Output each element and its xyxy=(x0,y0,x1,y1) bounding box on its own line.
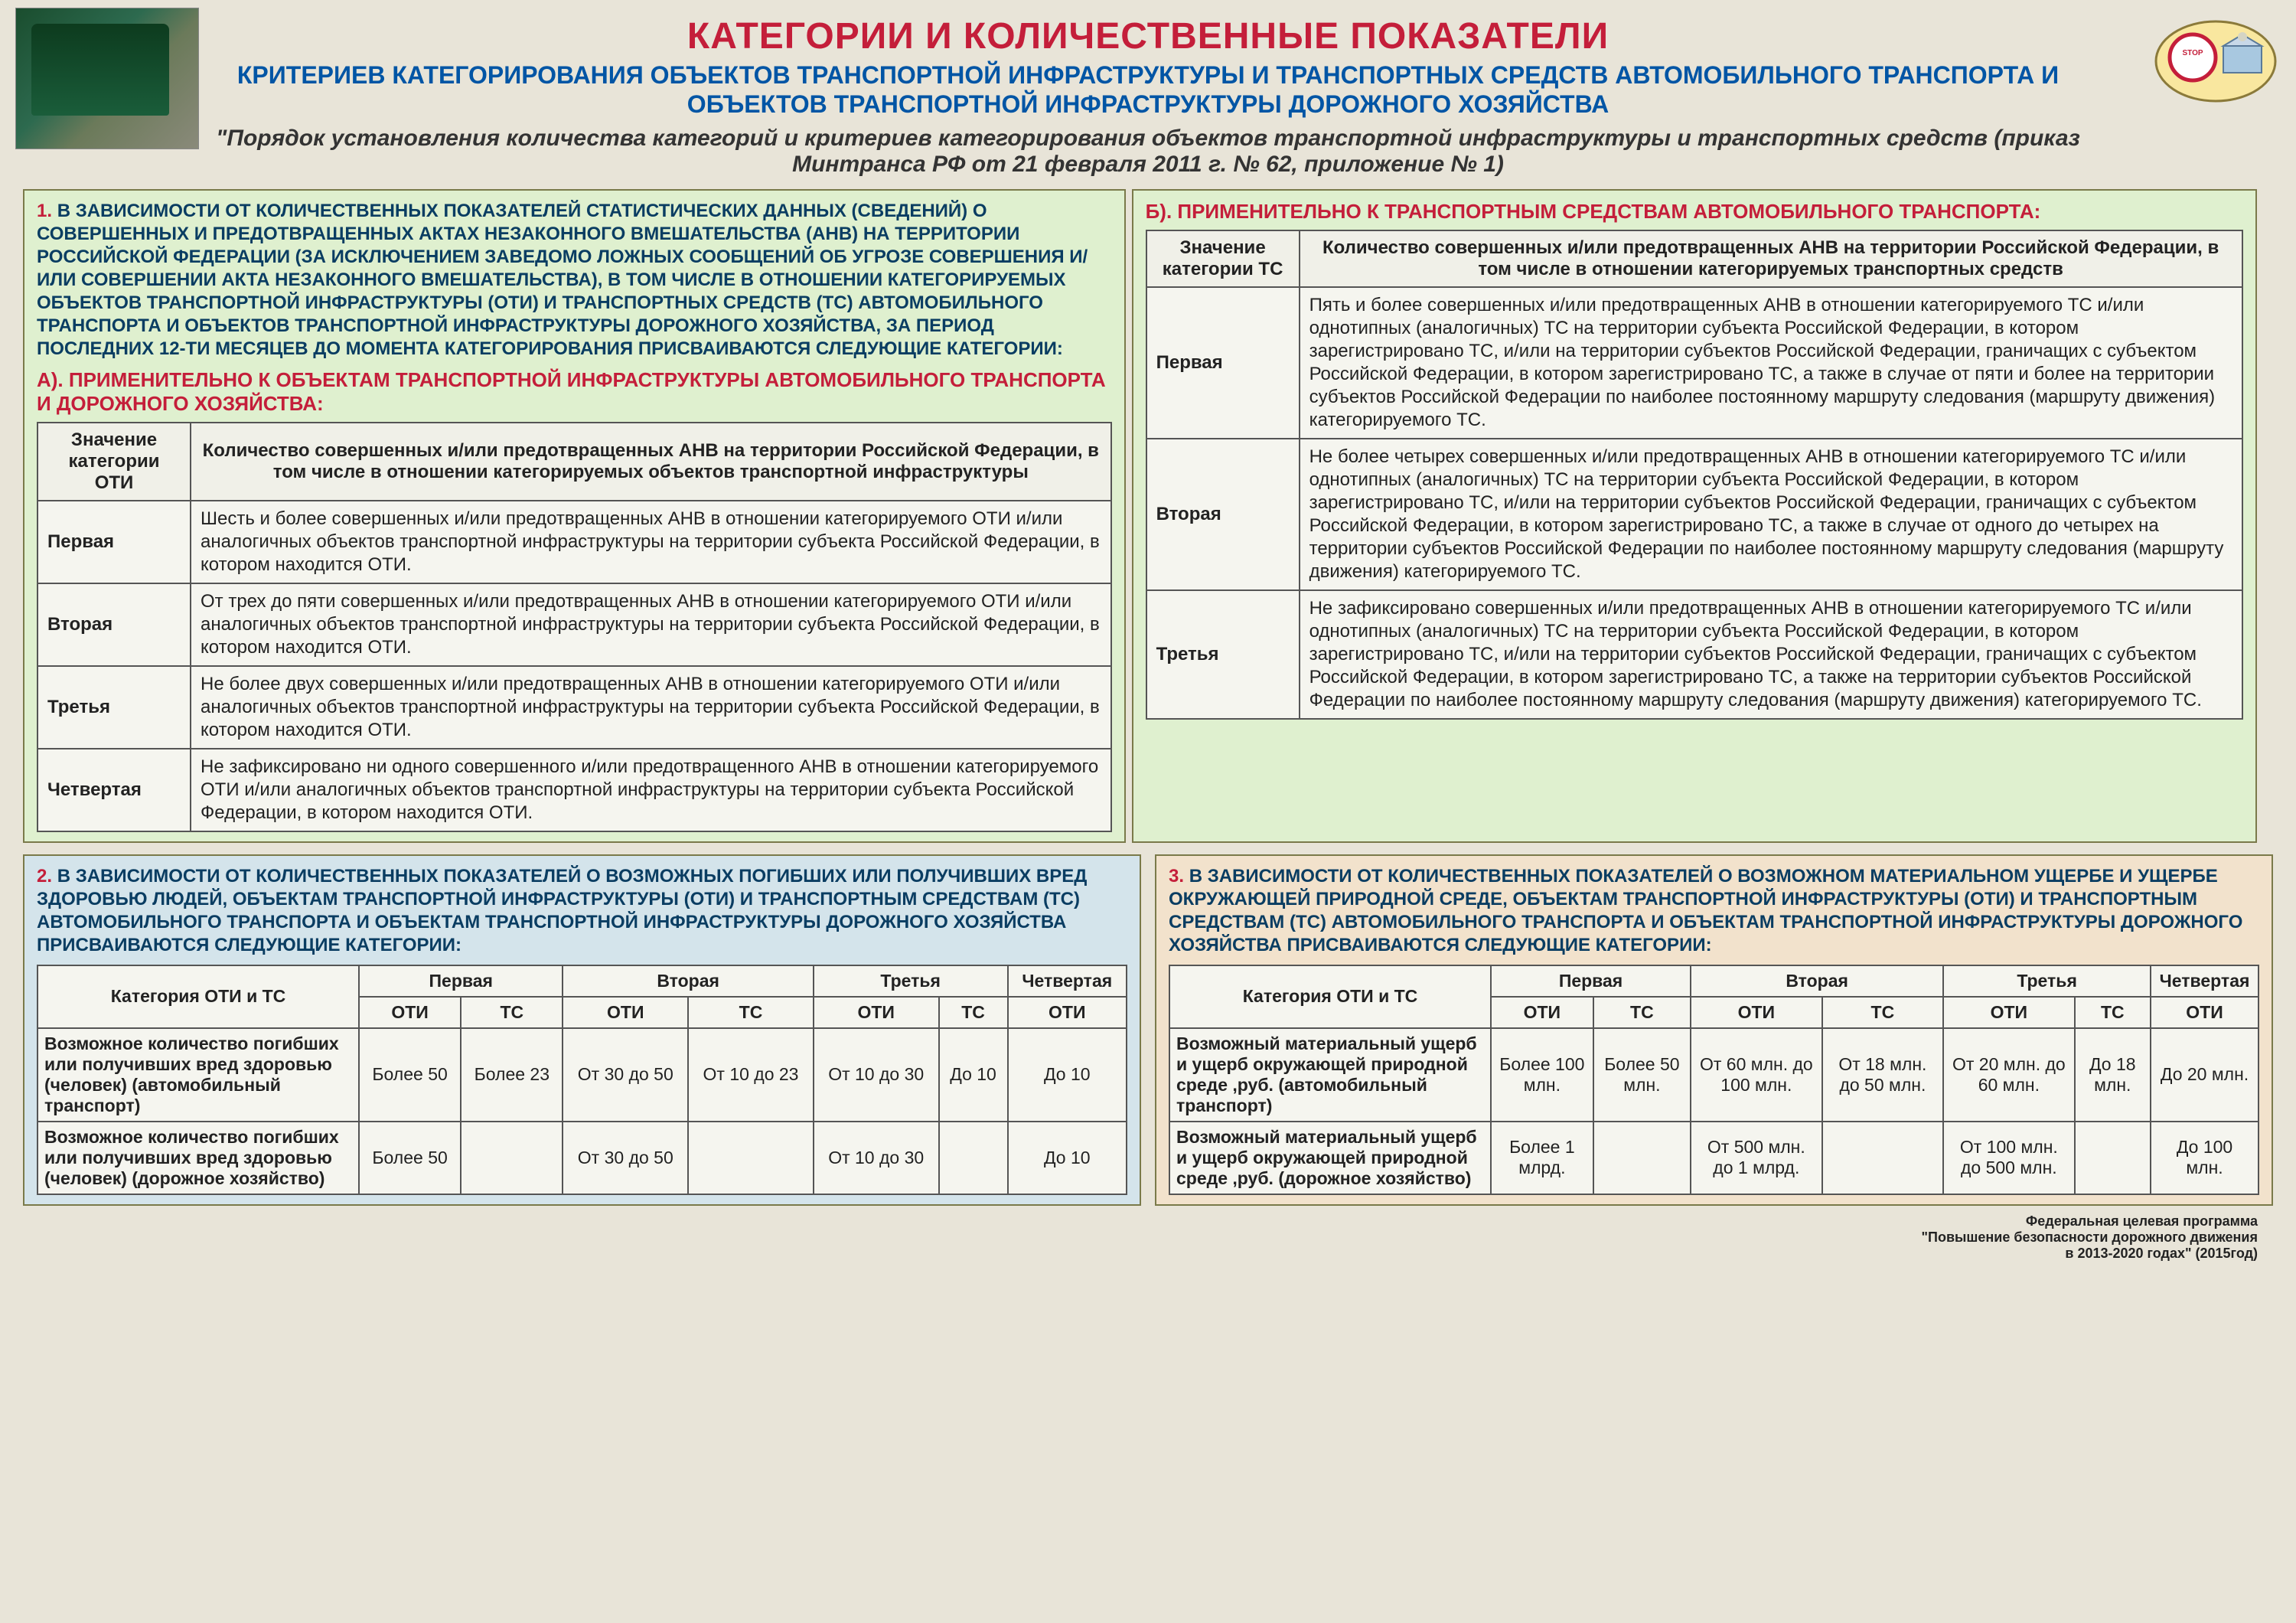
section-2-intro: 2. В ЗАВИСИМОСТИ ОТ КОЛИЧЕСТВЕННЫХ ПОКАЗ… xyxy=(37,865,1127,957)
footer-line3: в 2013-2020 годах" (2015год) xyxy=(23,1246,2258,1262)
table-a-col2: Количество совершенных и/или предотвраще… xyxy=(191,423,1111,501)
part-a-heading: А). ПРИМЕНИТЕЛЬНО К ОБЪЕКТАМ ТРАНСПОРТНО… xyxy=(37,368,1112,416)
table-row: Возможное количество погибших или получи… xyxy=(38,1122,1127,1194)
footer-line2: "Повышение безопасности дорожного движен… xyxy=(23,1229,2258,1246)
section-1b-box: Б). ПРИМЕНИТЕЛЬНО К ТРАНСПОРТНЫМ СРЕДСТВ… xyxy=(1132,189,2257,843)
table-row: ПерваяШесть и более совершенных и/или пр… xyxy=(38,501,1111,583)
subtitle: КРИТЕРИЕВ КАТЕГОРИРОВАНИЯ ОБЪЕКТОВ ТРАНС… xyxy=(207,60,2089,119)
table-b-col2: Количество совершенных и/или предотвраще… xyxy=(1300,230,2242,287)
table-row: ВтораяНе более четырех совершенных и/или… xyxy=(1146,439,2242,590)
section-1-number: 1. xyxy=(37,201,52,221)
footer-line1: Федеральная целевая программа xyxy=(23,1213,2258,1229)
table-row: ПерваяПять и более совершенных и/или пре… xyxy=(1146,287,2242,439)
table-row: ТретьяНе зафиксировано совершенных и/или… xyxy=(1146,590,2242,719)
table-2: Категория ОТИ и ТС Первая Вторая Третья … xyxy=(37,965,1127,1195)
table-b-col1: Значение категории ТС xyxy=(1146,230,1300,287)
section-3-intro: 3. В ЗАВИСИМОСТИ ОТ КОЛИЧЕСТВЕННЫХ ПОКАЗ… xyxy=(1169,865,2259,957)
table-row: Возможное количество погибших или получи… xyxy=(38,1028,1127,1122)
table-row: ВтораяОт трех до пяти совершенных и/или … xyxy=(38,583,1111,666)
section-2-text: В ЗАВИСИМОСТИ ОТ КОЛИЧЕСТВЕННЫХ ПОКАЗАТЕ… xyxy=(37,866,1087,955)
table-row: ТретьяНе более двух совершенных и/или пр… xyxy=(38,666,1111,749)
table-row: Возможный материальный ущерб и ущерб окр… xyxy=(1169,1028,2258,1122)
part-b-heading: Б). ПРИМЕНИТЕЛЬНО К ТРАНСПОРТНЫМ СРЕДСТВ… xyxy=(1146,200,2243,224)
section-3-number: 3. xyxy=(1169,866,1184,887)
table-a: Значение категории ОТИ Количество соверш… xyxy=(37,422,1112,832)
main-title: КАТЕГОРИИ И КОЛИЧЕСТВЕННЫЕ ПОКАЗАТЕЛИ xyxy=(207,15,2089,57)
section-2-box: 2. В ЗАВИСИМОСТИ ОТ КОЛИЧЕСТВЕННЫХ ПОКАЗ… xyxy=(23,854,1141,1206)
section-1: 1. В ЗАВИСИМОСТИ ОТ КОЛИЧЕСТВЕННЫХ ПОКАЗ… xyxy=(23,189,2273,843)
table-3: Категория ОТИ и ТС Первая Вторая Третья … xyxy=(1169,965,2259,1195)
program-logo-icon: STOP xyxy=(2151,15,2281,107)
bus-accident-photo xyxy=(15,8,199,149)
table-b: Значение категории ТС Количество соверше… xyxy=(1146,230,2243,720)
footer: Федеральная целевая программа "Повышение… xyxy=(23,1213,2273,1262)
table-2-rowhdr: Категория ОТИ и ТС xyxy=(38,965,359,1028)
section-1-text: В ЗАВИСИМОСТИ ОТ КОЛИЧЕСТВЕННЫХ ПОКАЗАТЕ… xyxy=(37,201,1088,359)
quote: "Порядок установления количества категор… xyxy=(207,126,2089,178)
section-3-box: 3. В ЗАВИСИМОСТИ ОТ КОЛИЧЕСТВЕННЫХ ПОКАЗ… xyxy=(1155,854,2273,1206)
header: STOP КАТЕГОРИИ И КОЛИЧЕСТВЕННЫЕ ПОКАЗАТЕ… xyxy=(23,15,2273,178)
table-row: Возможный материальный ущерб и ущерб окр… xyxy=(1169,1122,2258,1194)
section-3-text: В ЗАВИСИМОСТИ ОТ КОЛИЧЕСТВЕННЫХ ПОКАЗАТЕ… xyxy=(1169,866,2242,955)
section-1-intro: 1. В ЗАВИСИМОСТИ ОТ КОЛИЧЕСТВЕННЫХ ПОКАЗ… xyxy=(37,200,1112,361)
table-3-rowhdr: Категория ОТИ и ТС xyxy=(1169,965,1491,1028)
section-1a-box: 1. В ЗАВИСИМОСТИ ОТ КОЛИЧЕСТВЕННЫХ ПОКАЗ… xyxy=(23,189,1126,843)
svg-text:STOP: STOP xyxy=(2182,49,2203,57)
table-row: ЧетвертаяНе зафиксировано ни одного сове… xyxy=(38,749,1111,831)
table-a-col1: Значение категории ОТИ xyxy=(38,423,191,501)
bottom-sections: 2. В ЗАВИСИМОСТИ ОТ КОЛИЧЕСТВЕННЫХ ПОКАЗ… xyxy=(23,854,2273,1206)
section-2-number: 2. xyxy=(37,866,52,887)
